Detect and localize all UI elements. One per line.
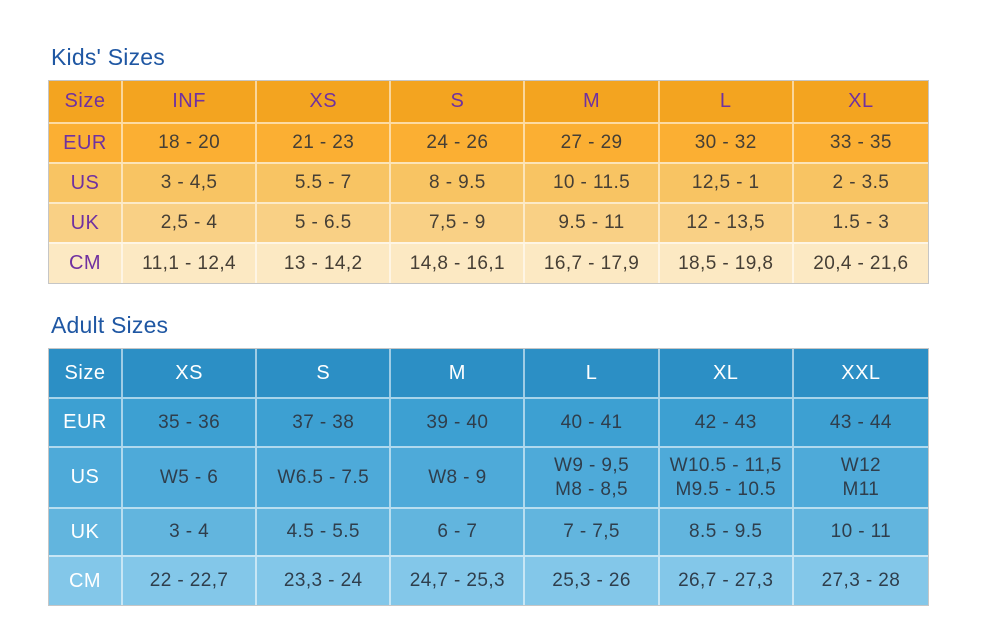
row-label-uk: UK (49, 507, 123, 555)
table-cell: 8 - 9.5 (391, 162, 526, 202)
table-cell: W12 M11 (793, 446, 928, 507)
row-label-cm: CM (49, 242, 123, 283)
kids-sizes-table: Size INF XS S M L XL EUR 18 - 20 21 - 23… (48, 80, 929, 284)
table-cell: 2,5 - 4 (123, 202, 258, 242)
column-header-xl: XL (848, 90, 874, 112)
table-cell: 11,1 - 12,4 (123, 242, 258, 283)
kids-row-us: US 3 - 4,5 5.5 - 7 8 - 9.5 10 - 11.5 12,… (49, 162, 928, 202)
column-header-m: M (391, 349, 526, 397)
table-cell: 26,7 - 27,3 (659, 555, 794, 605)
table-cell: W6.5 - 7.5 (257, 446, 392, 507)
adult-sizes-title: Adult Sizes (51, 312, 169, 338)
row-label-eur: EUR (49, 397, 123, 446)
table-cell: 35 - 36 (123, 397, 258, 446)
table-cell: 25,3 - 26 (525, 555, 660, 605)
kids-row-eur: EUR 18 - 20 21 - 23 24 - 26 27 - 29 30 -… (49, 122, 928, 162)
table-cell: 7,5 - 9 (391, 202, 526, 242)
table-cell: 3 - 4,5 (123, 162, 258, 202)
column-header-s: S (257, 349, 392, 397)
column-header-l: L (525, 349, 660, 397)
column-header-xl: XL (660, 349, 794, 397)
table-cell: 4.5 - 5.5 (257, 507, 392, 555)
table-cell: W9 - 9,5 M8 - 8,5 (525, 446, 660, 507)
table-cell: W8 - 9 (391, 446, 526, 507)
table-cell: 24 - 26 (391, 122, 526, 162)
adult-row-uk: UK 3 - 4 4.5 - 5.5 6 - 7 7 - 7,5 8.5 - 9… (49, 507, 928, 555)
table-cell: 5.5 - 7 (257, 162, 392, 202)
adult-sizes-table: Size XS S M L XL XXL EUR 35 - 36 37 - 38… (48, 348, 929, 606)
table-cell: 2 - 3.5 (793, 162, 928, 202)
adult-row-us: US W5 - 6 W6.5 - 7.5 W8 - 9 W9 - 9,5 M8 … (49, 446, 928, 507)
column-header-xxl: XXL (841, 361, 881, 384)
table-cell: 12,5 - 1 (659, 162, 794, 202)
table-cell: W5 - 6 (123, 446, 258, 507)
table-cell: 18 - 20 (123, 122, 258, 162)
table-cell: 10 - 11.5 (525, 162, 660, 202)
row-label-uk: UK (49, 202, 123, 242)
column-header-l: L (660, 81, 794, 122)
kids-sizes-title: Kids' Sizes (51, 44, 165, 70)
table-cell: 13 - 14,2 (257, 242, 392, 283)
adult-row-eur: EUR 35 - 36 37 - 38 39 - 40 40 - 41 42 -… (49, 397, 928, 446)
column-header-m: M (525, 81, 660, 122)
row-label-us: US (49, 446, 123, 507)
table-cell: 16,7 - 17,9 (525, 242, 660, 283)
column-header-xs: XS (257, 81, 392, 122)
column-header-inf: INF (123, 81, 258, 122)
row-label-us: US (49, 162, 123, 202)
table-cell: 23,3 - 24 (257, 555, 392, 605)
row-label-eur: EUR (49, 122, 123, 162)
kids-sizes-section: Kids' Sizes Size INF XS S M L XL EUR 18 … (48, 44, 929, 284)
table-cell: 22 - 22,7 (123, 555, 258, 605)
table-cell: 27,3 - 28 (793, 555, 928, 605)
kids-header-row: Size INF XS S M L XL (49, 81, 928, 122)
table-cell: 18,5 - 19,8 (659, 242, 794, 283)
table-cell: 10 - 11 (793, 507, 928, 555)
table-cell: 5 - 6.5 (257, 202, 392, 242)
table-cell: 24,7 - 25,3 (391, 555, 526, 605)
table-cell: 33 - 35 (793, 122, 928, 162)
kids-row-uk: UK 2,5 - 4 5 - 6.5 7,5 - 9 9.5 - 11 12 -… (49, 202, 928, 242)
table-cell: 27 - 29 (525, 122, 660, 162)
table-cell: 43 - 44 (793, 397, 928, 446)
table-cell: 3 - 4 (123, 507, 258, 555)
column-header-xs: XS (123, 349, 258, 397)
column-header-size: Size (49, 81, 123, 122)
table-cell: 7 - 7,5 (525, 507, 660, 555)
column-header-size: Size (49, 349, 123, 397)
adult-sizes-section: Adult Sizes Size XS S M L XL XXL EUR 35 … (48, 312, 929, 606)
table-cell: 21 - 23 (257, 122, 392, 162)
row-label-cm: CM (49, 555, 123, 605)
table-cell: 12 - 13,5 (659, 202, 794, 242)
adult-row-cm: CM 22 - 22,7 23,3 - 24 24,7 - 25,3 25,3 … (49, 555, 928, 605)
table-cell: 14,8 - 16,1 (391, 242, 526, 283)
table-cell: W10.5 - 11,5 M9.5 - 10.5 (659, 446, 794, 507)
table-cell: 40 - 41 (525, 397, 660, 446)
table-cell: 20,4 - 21,6 (793, 242, 928, 283)
table-cell: 39 - 40 (391, 397, 526, 446)
table-cell: 37 - 38 (257, 397, 392, 446)
table-cell: 8.5 - 9.5 (659, 507, 794, 555)
table-cell: 30 - 32 (659, 122, 794, 162)
kids-row-cm: CM 11,1 - 12,4 13 - 14,2 14,8 - 16,1 16,… (49, 242, 928, 283)
table-cell: 6 - 7 (391, 507, 526, 555)
table-cell: 9.5 - 11 (525, 202, 660, 242)
table-cell: 1.5 - 3 (793, 202, 928, 242)
column-header-s: S (391, 81, 526, 122)
table-cell: 42 - 43 (659, 397, 794, 446)
adult-header-row: Size XS S M L XL XXL (49, 349, 928, 397)
